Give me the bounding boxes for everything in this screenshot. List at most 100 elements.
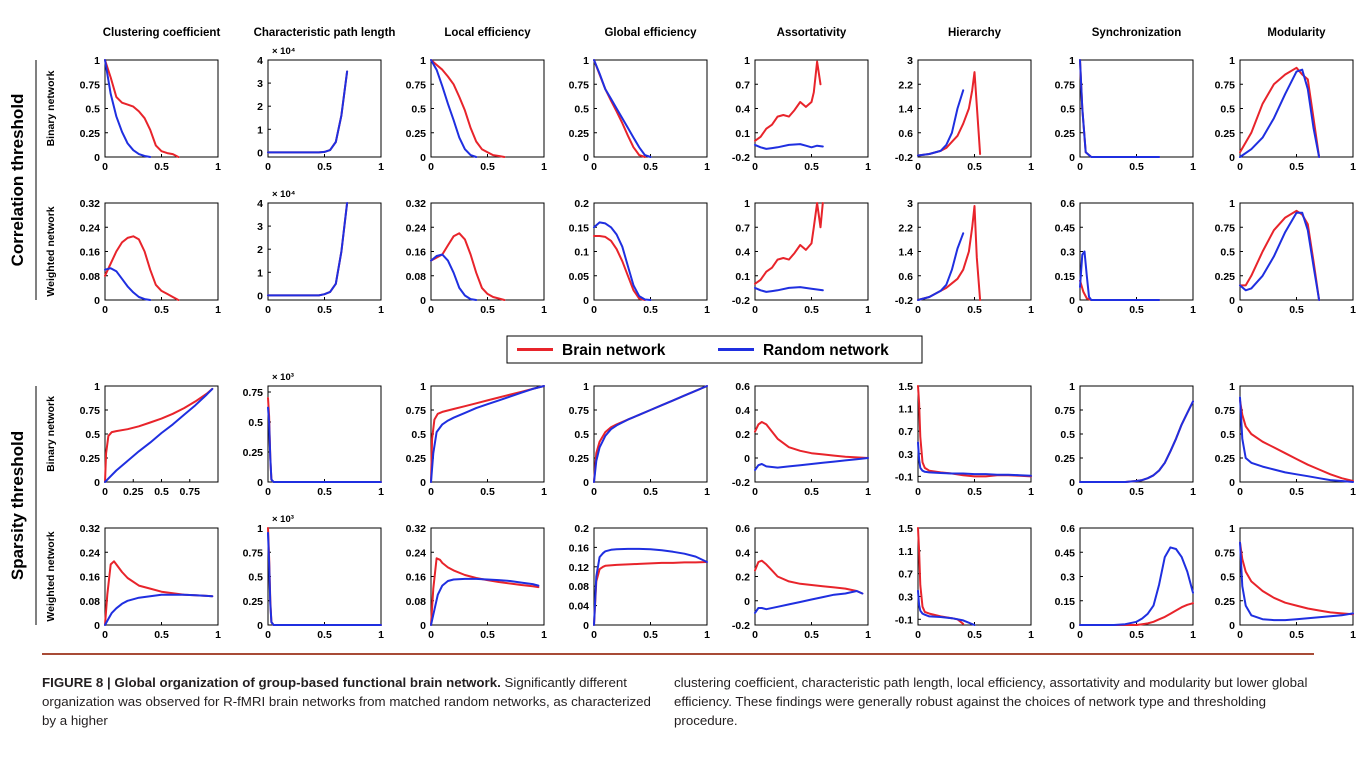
x-tick-label: 0 [591,486,597,498]
x-tick-label: 1 [1190,304,1196,316]
chart-panel: 0 0.5 1 0 0.25 0.5 0.75 1 [569,55,711,173]
y-tick-label: 3 [907,198,913,210]
brain-network-line [104,387,214,483]
y-tick-label: 0.25 [243,596,264,608]
column-title: Local efficiency [444,27,531,39]
row-label: Binary network [45,396,57,472]
plot-frame [754,202,869,301]
y-tick-label: 0.5 [1220,247,1235,259]
x-tick-label: 0.5 [1129,486,1144,498]
y-tick-label: 0.75 [1055,79,1076,91]
y-tick-label: 0.32 [80,198,101,210]
chart-panel: 0 0.5 1 0 0.25 0.5 0.75 × 10³ [243,372,385,498]
y-tick-label: 0.25 [1215,596,1236,608]
chart-panel: 0 0.5 1 0 0.25 0.5 0.75 1 [406,381,548,498]
x-tick-label: 0.5 [1289,629,1304,641]
random-network-line [593,59,652,158]
random-network-line [593,547,708,626]
x-tick-label: 1 [1350,486,1356,498]
plot-frame [1079,59,1194,158]
brain-network-line [267,527,382,626]
y-tick-label: -0.2 [732,477,750,489]
y-tick-label: 0.5 [1220,572,1235,584]
plot-frame [593,385,708,483]
brain-network-line [267,397,382,483]
y-tick-label: 0.75 [80,405,101,417]
random-network-line [267,70,349,154]
random-network-line [1079,546,1194,626]
random-network-line [1239,396,1354,483]
y-tick-label: 0 [1069,620,1075,632]
plot-frame [593,202,708,301]
y-tick-label: -0.2 [732,295,750,307]
plot-frame [593,59,708,158]
y-tick-label: 0.75 [1215,405,1236,417]
y-tick-label: 1 [257,124,263,136]
y-tick-label: 0.25 [1055,453,1076,465]
y-tick-label: 3 [257,221,263,233]
legend-label: Brain network [562,342,666,359]
x-tick-label: 1 [1190,486,1196,498]
chart-panel: 0 0.5 1 0 0.08 0.16 0.24 0.32 [406,523,548,641]
y-tick-label: 0.6 [735,381,750,393]
chart-panel: 0 0.5 1 0 0.25 0.5 0.75 1 [1215,55,1356,173]
brain-network-line [754,421,869,459]
y-tick-label: 1 [94,55,100,67]
chart-panel: 0 0.5 1 0 0.08 0.16 0.24 0.32 [80,523,222,641]
x-tick-label: 0 [915,304,921,316]
y-tick-label: 0 [94,295,100,307]
chart-panel: 0 0.5 1 0 0.05 0.1 0.15 0.2 [569,198,711,316]
chart-panel: 0 0.5 1 0 1 2 3 4 × 10⁴ [257,46,384,173]
random-network-line [754,590,864,614]
random-network-line [754,286,824,293]
brain-network-line [1079,602,1194,626]
y-tick-label: 0 [420,295,426,307]
x-tick-label: 0 [915,486,921,498]
y-tick-label: 0.75 [1215,222,1236,234]
y-tick-label: 0.25 [1215,128,1236,140]
y-tick-label: 0.75 [80,79,101,91]
column-title: Clustering coefficient [103,27,221,39]
y-tick-label: 1 [1229,381,1235,393]
x-tick-label: 0 [102,629,108,641]
y-tick-label: 0.5 [85,104,100,116]
y-tick-label: 0.2 [735,429,750,441]
random-network-line [430,385,545,483]
chart-panel: 0 0.5 1 0 0.25 0.5 0.75 1 [406,55,548,173]
chart-panel: 0 0.5 1 0 0.15 0.3 0.45 0.6 [1055,198,1197,316]
x-tick-label: 0.5 [480,629,495,641]
x-tick-label: 0.25 [123,486,144,498]
y-tick-label: 1 [583,55,589,67]
brain-network-line [1239,399,1354,482]
x-tick-label: 1 [865,629,871,641]
brain-network-line [917,205,982,301]
y-tick-label: 0.16 [80,572,101,584]
plot-frame [754,59,869,158]
x-tick-label: 1 [1028,629,1034,641]
x-tick-label: 0 [915,161,921,173]
y-tick-label: 0 [1069,152,1075,164]
x-tick-label: 0 [428,629,434,641]
x-tick-label: 0 [1077,304,1083,316]
figure-panel: Clustering coefficient Characteristic pat… [8,27,1356,641]
y-tick-label: 1 [1069,381,1075,393]
plot-frame [1239,385,1354,483]
brain-network-line [917,527,965,625]
chart-panel: 0 0.25 0.5 0.75 0 0.25 0.5 0.75 1 [80,381,219,498]
x-tick-label: 0 [591,629,597,641]
random-network-line [1079,59,1161,158]
x-tick-label: 1 [865,161,871,173]
random-network-line [1239,211,1321,301]
plot-frame [104,202,219,301]
brain-network-line [430,385,545,483]
caption-heading: FIGURE 8 | Global organization of group-… [42,675,501,690]
x-tick-label: 1 [704,161,710,173]
x-tick-label: 0.5 [1289,161,1304,173]
y-tick-label: 1 [420,55,426,67]
plot-frame [917,527,1032,626]
y-tick-label: 0 [583,477,589,489]
chart-panel: 0 0.5 1 0 0.25 0.5 0.75 1 [1215,523,1356,641]
y-tick-label: 1.1 [898,404,913,416]
y-tick-label: 0.12 [569,562,590,574]
chart-panel: 0 0.5 1 0 0.08 0.16 0.24 0.32 [406,198,548,316]
